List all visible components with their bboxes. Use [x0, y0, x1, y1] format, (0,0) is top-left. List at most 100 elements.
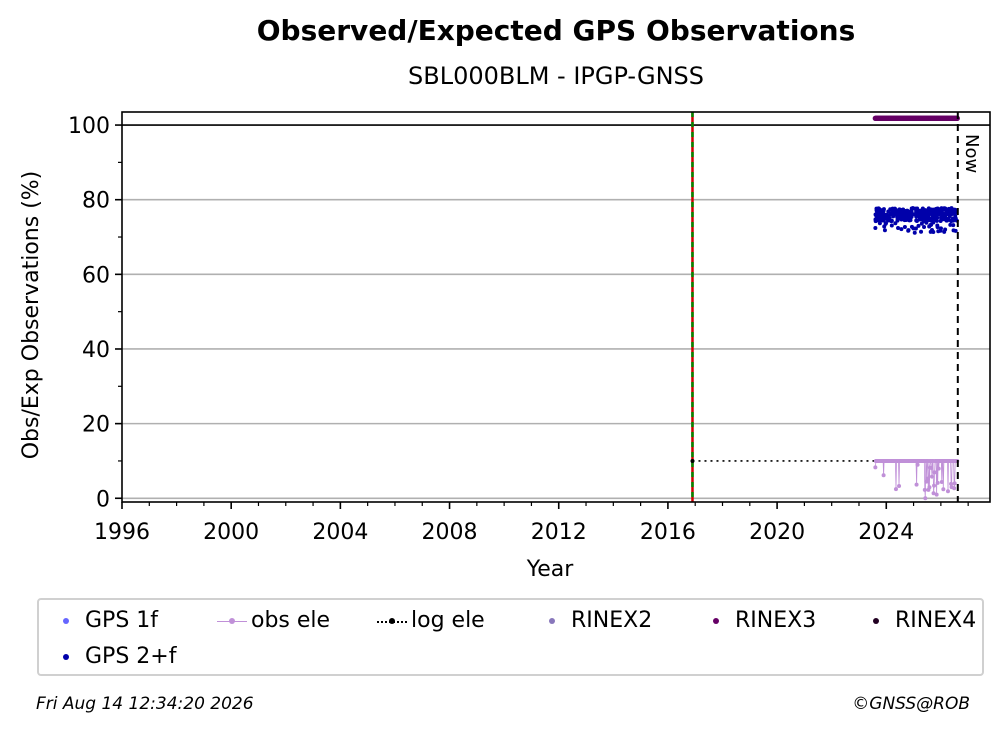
x-tick-label-2016: 2016: [640, 520, 696, 545]
series-gps2f-point: [899, 227, 904, 232]
series-gps2f-point: [914, 218, 919, 223]
y-tick-label-20: 20: [82, 413, 110, 438]
series-obs-ele-point: [881, 473, 886, 478]
series-gps2f-point: [890, 208, 895, 213]
series-gps2f-point: [883, 221, 888, 226]
x-tick-label-1996: 1996: [94, 520, 150, 545]
series-gps2f-point: [908, 209, 913, 214]
series-obs-ele-point: [934, 492, 939, 497]
series-gps2f-point: [924, 218, 929, 223]
series-obs-ele-point: [932, 483, 937, 488]
series-gps2f-point: [949, 218, 954, 223]
x-tick-label-2000: 2000: [203, 520, 259, 545]
series-gps2f-point: [880, 217, 885, 222]
series-gps2f-point: [944, 212, 949, 217]
copyright-notice: ©GNSS@ROB: [852, 694, 970, 714]
series-gps2f-point: [930, 211, 935, 216]
legend-item: RINEX2: [537, 608, 652, 633]
series-gps2f-point: [895, 218, 900, 223]
series-gps2f-point: [953, 228, 958, 233]
chart-legend: GPS 1f obs ele log ele RINEX2 RINEX3 RINEX4 GP…: [37, 598, 984, 676]
y-axis-label: Obs/Exp Observations (%): [19, 171, 44, 460]
legend-item: log ele: [377, 608, 485, 633]
series-gps2f-point: [875, 212, 880, 217]
series-group: [690, 115, 960, 501]
series-obs-ele-point: [929, 466, 934, 471]
series-gps2f-point: [889, 223, 894, 228]
legend-label: GPS 1f: [85, 608, 159, 633]
series-obs-ele-point: [939, 479, 944, 484]
series-gps2f-point: [897, 207, 902, 212]
series-obs-ele-point: [952, 486, 957, 491]
series-gps2f-point: [893, 207, 898, 212]
series-obs-ele-point: [952, 481, 957, 486]
series-obs-ele-point: [915, 462, 920, 467]
y-tick-label-60: 60: [82, 263, 110, 288]
series-gps2f-point: [914, 214, 919, 219]
series-log-ele-point: [690, 458, 695, 463]
series-gps2f-point: [942, 229, 947, 234]
legend-item: obs ele: [217, 608, 330, 633]
series-gps2f-point: [878, 213, 883, 218]
series-gps2f-point: [895, 214, 900, 219]
series-obs-ele-point: [936, 466, 941, 471]
series-obs-ele-point: [935, 480, 940, 485]
y-tick-label-80: 80: [82, 189, 110, 214]
series-gps2f-point: [896, 226, 901, 231]
series-gps2f-point: [922, 225, 927, 230]
series-gps2f-point: [930, 227, 935, 232]
generation-timestamp: Fri Aug 14 12:34:20 2026: [36, 694, 254, 714]
x-tick-label-2008: 2008: [422, 520, 478, 545]
series-gps2f-point: [939, 206, 944, 211]
series-gps2f-point: [899, 210, 904, 215]
y-tick-label-0: 0: [96, 487, 110, 512]
series-obs-ele-point: [897, 483, 902, 488]
chart-plot: Now 0 20 40 60 80 100 1996 2000 2004 2008 2012 2016 2…: [19, 111, 991, 582]
legend-item: RINEX4: [861, 608, 976, 633]
legend-label: RINEX3: [735, 608, 817, 633]
legend-label: RINEX4: [895, 608, 977, 633]
series-gps2f-point: [920, 212, 925, 217]
series-gps2f-point: [906, 228, 911, 233]
legend-marker: [537, 611, 567, 631]
legend-marker: [51, 647, 81, 667]
x-tick-label-2012: 2012: [531, 520, 587, 545]
legend-marker-dot: [389, 617, 395, 624]
x-tick-label-2024: 2024: [858, 520, 914, 545]
series-obs-ele-point: [923, 496, 928, 501]
series-obs-ele-line: [875, 460, 958, 499]
series-gps2f-point: [881, 208, 886, 213]
series-gps2f-point: [948, 222, 953, 227]
series-gps2f-point: [926, 211, 931, 216]
series-gps2f-point: [883, 214, 888, 219]
legend-marker: [861, 611, 891, 631]
now-label: Now: [961, 134, 982, 173]
series-gps2f-point: [877, 221, 882, 226]
series-obs-ele-point: [930, 474, 935, 479]
series-gps2f-point: [905, 216, 910, 221]
series-gps2f-point: [916, 223, 921, 228]
legend-marker-dot: [63, 617, 69, 624]
series-gps2f-point: [929, 207, 934, 212]
series-obs-ele-point: [925, 476, 930, 481]
legend-item: GPS 2+f: [51, 644, 176, 669]
series-obs-ele-point: [931, 491, 936, 496]
legend-marker: [701, 611, 731, 631]
legend-marker: [377, 611, 407, 631]
legend-marker: [51, 611, 81, 631]
series-gps2f-point: [931, 215, 936, 220]
series-gps2f-point: [935, 223, 940, 228]
series-gps2f-point: [921, 219, 926, 224]
legend-marker: [217, 611, 247, 631]
series-gps2f-point: [913, 207, 918, 212]
series-gps2f-point: [918, 208, 923, 213]
legend-marker-dot: [63, 653, 69, 660]
series-obs-ele-point: [945, 489, 950, 494]
y-tick-label-40: 40: [82, 338, 110, 363]
series-gps2f-point: [882, 228, 887, 233]
series-gps2f-point: [890, 211, 895, 216]
series-obs-ele-point: [924, 479, 929, 484]
legend-item: GPS 1f: [51, 608, 158, 633]
legend-marker-dot: [549, 617, 555, 624]
legend-label: GPS 2+f: [85, 644, 177, 669]
